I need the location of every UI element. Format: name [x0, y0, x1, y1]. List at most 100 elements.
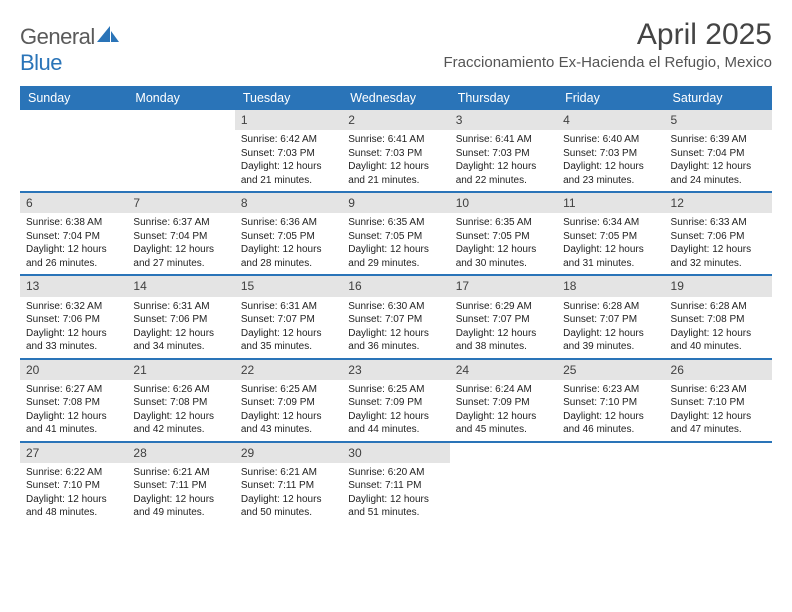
day-body: Sunrise: 6:30 AMSunset: 7:07 PMDaylight:… [342, 297, 449, 358]
sunset-line: Sunset: 7:03 PM [456, 147, 551, 161]
calendar-week: 27Sunrise: 6:22 AMSunset: 7:10 PMDayligh… [20, 441, 772, 524]
daylight-line: Daylight: 12 hours and 22 minutes. [456, 160, 551, 187]
daylight-line: Daylight: 12 hours and 35 minutes. [241, 327, 336, 354]
sunset-line: Sunset: 7:09 PM [456, 396, 551, 410]
weekday-header: Saturday [665, 86, 772, 110]
daylight-line: Daylight: 12 hours and 40 minutes. [671, 327, 766, 354]
sunrise-line: Sunrise: 6:37 AM [133, 216, 228, 230]
day-body: Sunrise: 6:20 AMSunset: 7:11 PMDaylight:… [342, 463, 449, 524]
day-number: 9 [342, 193, 449, 213]
sunset-line: Sunset: 7:11 PM [348, 479, 443, 493]
calendar-day: 22Sunrise: 6:25 AMSunset: 7:09 PMDayligh… [235, 360, 342, 441]
sunrise-line: Sunrise: 6:24 AM [456, 383, 551, 397]
day-number: 21 [127, 360, 234, 380]
sunset-line: Sunset: 7:08 PM [133, 396, 228, 410]
sunset-line: Sunset: 7:10 PM [563, 396, 658, 410]
calendar-day: 6Sunrise: 6:38 AMSunset: 7:04 PMDaylight… [20, 193, 127, 274]
day-number: 24 [450, 360, 557, 380]
day-body: Sunrise: 6:36 AMSunset: 7:05 PMDaylight:… [235, 213, 342, 274]
day-body: Sunrise: 6:28 AMSunset: 7:07 PMDaylight:… [557, 297, 664, 358]
sunset-line: Sunset: 7:11 PM [133, 479, 228, 493]
daylight-line: Daylight: 12 hours and 36 minutes. [348, 327, 443, 354]
calendar-day: 28Sunrise: 6:21 AMSunset: 7:11 PMDayligh… [127, 443, 234, 524]
calendar-day: 12Sunrise: 6:33 AMSunset: 7:06 PMDayligh… [665, 193, 772, 274]
calendar-empty-cell [20, 110, 127, 191]
day-number: 25 [557, 360, 664, 380]
calendar-empty-cell [665, 443, 772, 524]
calendar-week: 13Sunrise: 6:32 AMSunset: 7:06 PMDayligh… [20, 274, 772, 357]
day-body: Sunrise: 6:37 AMSunset: 7:04 PMDaylight:… [127, 213, 234, 274]
day-body: Sunrise: 6:31 AMSunset: 7:07 PMDaylight:… [235, 297, 342, 358]
sunrise-line: Sunrise: 6:31 AM [241, 300, 336, 314]
day-body: Sunrise: 6:26 AMSunset: 7:08 PMDaylight:… [127, 380, 234, 441]
sunrise-line: Sunrise: 6:35 AM [348, 216, 443, 230]
calendar-day: 30Sunrise: 6:20 AMSunset: 7:11 PMDayligh… [342, 443, 449, 524]
day-number: 2 [342, 110, 449, 130]
calendar-empty-cell [127, 110, 234, 191]
sunrise-line: Sunrise: 6:32 AM [26, 300, 121, 314]
daylight-line: Daylight: 12 hours and 32 minutes. [671, 243, 766, 270]
calendar-day: 14Sunrise: 6:31 AMSunset: 7:06 PMDayligh… [127, 276, 234, 357]
daylight-line: Daylight: 12 hours and 48 minutes. [26, 493, 121, 520]
day-body: Sunrise: 6:21 AMSunset: 7:11 PMDaylight:… [127, 463, 234, 524]
calendar: SundayMondayTuesdayWednesdayThursdayFrid… [20, 86, 772, 524]
day-number: 13 [20, 276, 127, 296]
calendar-page: GeneralBlue April 2025 Fraccionamiento E… [0, 0, 792, 534]
day-number: 28 [127, 443, 234, 463]
sunrise-line: Sunrise: 6:41 AM [456, 133, 551, 147]
daylight-line: Daylight: 12 hours and 51 minutes. [348, 493, 443, 520]
sunrise-line: Sunrise: 6:25 AM [348, 383, 443, 397]
sunset-line: Sunset: 7:11 PM [241, 479, 336, 493]
calendar-day: 3Sunrise: 6:41 AMSunset: 7:03 PMDaylight… [450, 110, 557, 191]
day-number: 20 [20, 360, 127, 380]
day-number: 18 [557, 276, 664, 296]
day-number: 26 [665, 360, 772, 380]
sunset-line: Sunset: 7:09 PM [241, 396, 336, 410]
weekday-header: Friday [557, 86, 664, 110]
logo: GeneralBlue [20, 18, 119, 76]
day-body: Sunrise: 6:29 AMSunset: 7:07 PMDaylight:… [450, 297, 557, 358]
day-number: 6 [20, 193, 127, 213]
day-body: Sunrise: 6:24 AMSunset: 7:09 PMDaylight:… [450, 380, 557, 441]
daylight-line: Daylight: 12 hours and 21 minutes. [241, 160, 336, 187]
calendar-day: 21Sunrise: 6:26 AMSunset: 7:08 PMDayligh… [127, 360, 234, 441]
calendar-empty-cell [557, 443, 664, 524]
day-number: 12 [665, 193, 772, 213]
daylight-line: Daylight: 12 hours and 24 minutes. [671, 160, 766, 187]
sunset-line: Sunset: 7:07 PM [456, 313, 551, 327]
day-body: Sunrise: 6:23 AMSunset: 7:10 PMDaylight:… [557, 380, 664, 441]
day-number: 19 [665, 276, 772, 296]
day-number: 11 [557, 193, 664, 213]
sunset-line: Sunset: 7:04 PM [26, 230, 121, 244]
day-number: 30 [342, 443, 449, 463]
calendar-day: 1Sunrise: 6:42 AMSunset: 7:03 PMDaylight… [235, 110, 342, 191]
sunrise-line: Sunrise: 6:36 AM [241, 216, 336, 230]
day-number: 15 [235, 276, 342, 296]
calendar-day: 11Sunrise: 6:34 AMSunset: 7:05 PMDayligh… [557, 193, 664, 274]
day-body: Sunrise: 6:39 AMSunset: 7:04 PMDaylight:… [665, 130, 772, 191]
sunrise-line: Sunrise: 6:34 AM [563, 216, 658, 230]
day-number: 8 [235, 193, 342, 213]
daylight-line: Daylight: 12 hours and 29 minutes. [348, 243, 443, 270]
daylight-line: Daylight: 12 hours and 42 minutes. [133, 410, 228, 437]
sunrise-line: Sunrise: 6:26 AM [133, 383, 228, 397]
calendar-day: 5Sunrise: 6:39 AMSunset: 7:04 PMDaylight… [665, 110, 772, 191]
weekday-row: SundayMondayTuesdayWednesdayThursdayFrid… [20, 86, 772, 110]
sunrise-line: Sunrise: 6:29 AM [456, 300, 551, 314]
day-body: Sunrise: 6:40 AMSunset: 7:03 PMDaylight:… [557, 130, 664, 191]
day-body: Sunrise: 6:38 AMSunset: 7:04 PMDaylight:… [20, 213, 127, 274]
sunrise-line: Sunrise: 6:23 AM [563, 383, 658, 397]
day-body: Sunrise: 6:34 AMSunset: 7:05 PMDaylight:… [557, 213, 664, 274]
calendar-day: 4Sunrise: 6:40 AMSunset: 7:03 PMDaylight… [557, 110, 664, 191]
day-number: 5 [665, 110, 772, 130]
day-body: Sunrise: 6:23 AMSunset: 7:10 PMDaylight:… [665, 380, 772, 441]
sunrise-line: Sunrise: 6:21 AM [241, 466, 336, 480]
calendar-day: 10Sunrise: 6:35 AMSunset: 7:05 PMDayligh… [450, 193, 557, 274]
calendar-day: 18Sunrise: 6:28 AMSunset: 7:07 PMDayligh… [557, 276, 664, 357]
sunrise-line: Sunrise: 6:28 AM [563, 300, 658, 314]
daylight-line: Daylight: 12 hours and 49 minutes. [133, 493, 228, 520]
title-block: April 2025 Fraccionamiento Ex-Hacienda e… [444, 18, 772, 71]
day-body: Sunrise: 6:27 AMSunset: 7:08 PMDaylight:… [20, 380, 127, 441]
daylight-line: Daylight: 12 hours and 27 minutes. [133, 243, 228, 270]
calendar-day: 15Sunrise: 6:31 AMSunset: 7:07 PMDayligh… [235, 276, 342, 357]
